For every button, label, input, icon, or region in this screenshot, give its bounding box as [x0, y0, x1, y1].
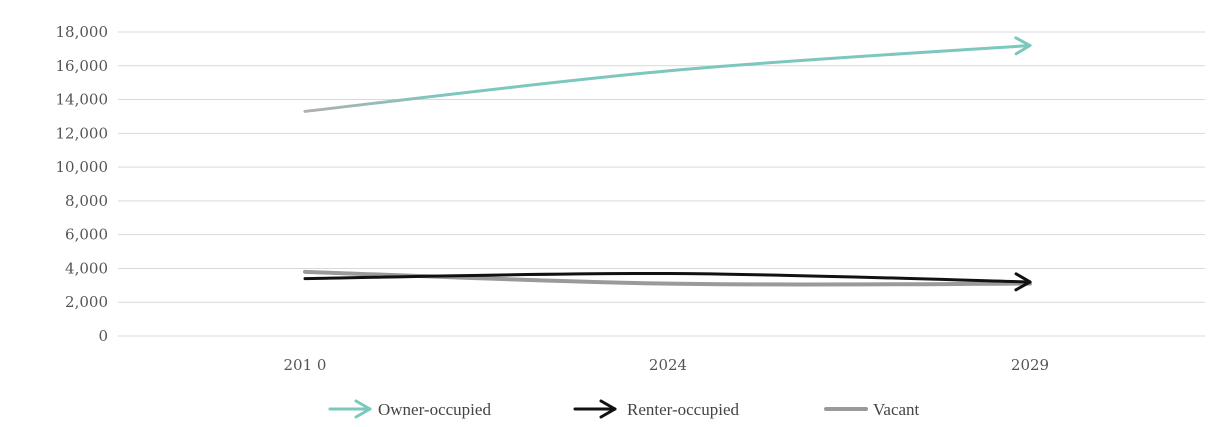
- y-tick-label: 12,000: [56, 124, 109, 142]
- y-tick-label: 2,000: [65, 293, 108, 311]
- y-axis-ticks: 0 2,000 4,000 6,000 8,000 10,000 12,000 14,000 1…: [56, 23, 109, 345]
- x-tick-label: 2029: [1011, 356, 1049, 374]
- y-tick-label: 0: [98, 327, 108, 345]
- series-lines: [303, 36, 1032, 292]
- y-tick-label: 8,000: [65, 192, 108, 210]
- x-tick-label: 201 0: [284, 356, 327, 374]
- legend: Owner-occupied Renter-occupied Vacant: [328, 399, 920, 419]
- series-line-owner-occupied: [303, 44, 1032, 113]
- y-tick-label: 6,000: [65, 226, 108, 244]
- legend-arrow-owner-occupied: [354, 399, 372, 419]
- x-tick-label: 2024: [649, 356, 687, 374]
- x-axis-ticks: 201 0 2024 2029: [284, 356, 1050, 374]
- legend-arrow-renter-occupied: [599, 399, 617, 419]
- gridlines: [118, 31, 1205, 337]
- y-tick-label: 4,000: [65, 259, 108, 277]
- legend-label-renter-occupied: Renter-occupied: [627, 400, 739, 419]
- legend-label-vacant: Vacant: [873, 400, 920, 419]
- y-tick-label: 10,000: [56, 158, 109, 176]
- series-arrow-renter-occupied: [1014, 272, 1032, 292]
- series-arrow-owner-occupied: [1014, 36, 1032, 56]
- y-tick-label: 16,000: [56, 57, 109, 75]
- legend-label-owner-occupied: Owner-occupied: [378, 400, 491, 419]
- y-tick-label: 18,000: [56, 23, 109, 41]
- y-tick-label: 14,000: [56, 91, 109, 109]
